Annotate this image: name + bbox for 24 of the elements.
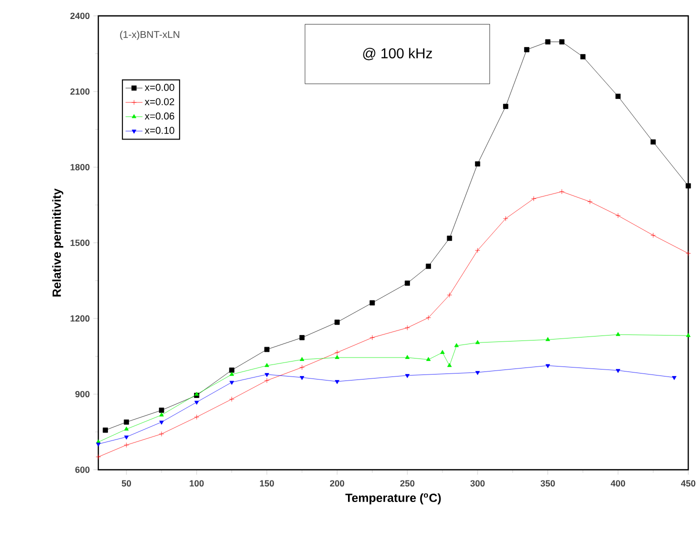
x-tick-label: 150 xyxy=(260,480,274,486)
x-tick-label: 50 xyxy=(122,480,132,486)
x-tick-label: 450 xyxy=(680,480,696,486)
y-tick-label: 600 xyxy=(75,466,90,473)
x-tick-label: 300 xyxy=(470,480,485,486)
x-tick-label: 350 xyxy=(540,480,555,486)
legend-title: (1-x)BNT-xLN xyxy=(120,30,180,40)
y-tick-label: 900 xyxy=(75,390,90,398)
annotation: @ 100 kHz xyxy=(363,48,432,60)
y-tick-label: 2100 xyxy=(70,88,90,95)
legend-label: x=0.00 xyxy=(144,84,174,91)
y-tick-label: 1800 xyxy=(70,164,90,170)
y-tick-label: 2400 xyxy=(70,12,90,19)
legend-label: x=0.02 xyxy=(144,98,174,106)
x-tick-label: 200 xyxy=(330,480,344,486)
x-tick-label: 250 xyxy=(400,480,414,486)
y-axis-title: Relative permitivity xyxy=(52,188,64,296)
x-tick-label: 400 xyxy=(610,480,626,486)
legend-label: x=0.10 xyxy=(144,126,174,134)
x-axis-title: Temperature ($^{o}$C) xyxy=(345,493,441,504)
y-tick-label: 1200 xyxy=(70,315,90,322)
x-tick-label: 100 xyxy=(190,480,204,486)
y-tick-label: 1500 xyxy=(70,240,90,246)
legend-label: x=0.06 xyxy=(144,112,174,120)
